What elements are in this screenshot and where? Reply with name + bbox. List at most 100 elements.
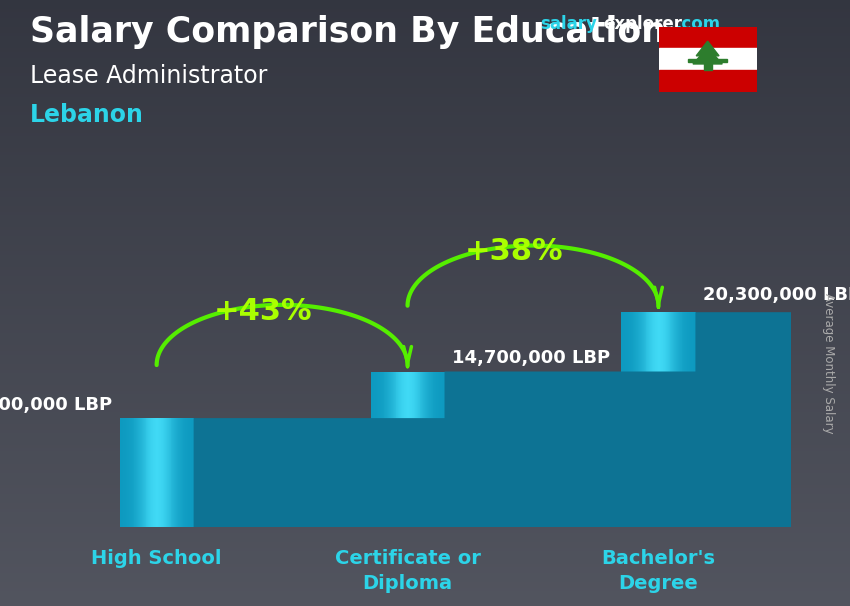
Bar (677, 312, 678, 527)
Bar (419, 371, 420, 527)
Bar (693, 312, 694, 527)
Bar (0, 273, 850, 276)
Bar (0, 442, 850, 445)
Bar (0, 506, 850, 509)
Bar (0, 509, 850, 512)
Bar (0, 603, 850, 606)
Bar (417, 371, 419, 527)
Bar (0, 433, 850, 436)
Bar (0, 403, 850, 406)
Bar (443, 371, 444, 527)
Bar (623, 312, 625, 527)
Bar (643, 312, 645, 527)
Bar (680, 312, 681, 527)
Bar (131, 418, 132, 527)
Bar (0, 45, 850, 48)
Bar (0, 539, 850, 542)
Bar (0, 503, 850, 506)
Bar (394, 371, 396, 527)
Bar (0, 361, 850, 364)
Bar (628, 312, 629, 527)
Bar (437, 371, 439, 527)
Bar (415, 371, 416, 527)
Bar (0, 164, 850, 167)
Bar (157, 418, 159, 527)
Bar (0, 82, 850, 85)
Bar (400, 371, 401, 527)
Bar (0, 561, 850, 564)
Bar (659, 312, 660, 527)
Bar (681, 312, 682, 527)
Bar (422, 371, 423, 527)
Bar (164, 418, 165, 527)
Bar (0, 212, 850, 215)
Bar (377, 371, 378, 527)
Bar (136, 418, 138, 527)
Bar (396, 371, 398, 527)
Bar (676, 312, 677, 527)
Bar (625, 312, 626, 527)
Bar (0, 239, 850, 242)
Bar (0, 61, 850, 64)
Bar (0, 594, 850, 597)
Bar (683, 312, 684, 527)
Bar (0, 391, 850, 394)
Bar (0, 197, 850, 200)
Bar (426, 371, 428, 527)
Bar (190, 418, 191, 527)
Bar (0, 476, 850, 479)
Bar (0, 294, 850, 297)
Bar (0, 91, 850, 94)
Bar (170, 418, 171, 527)
Bar (0, 209, 850, 212)
Bar (176, 418, 178, 527)
Bar (433, 371, 434, 527)
Bar (0, 542, 850, 545)
Bar (154, 418, 155, 527)
Bar (0, 73, 850, 76)
Bar (127, 418, 128, 527)
Bar (0, 236, 850, 239)
Bar (0, 558, 850, 561)
Bar (0, 367, 850, 370)
Bar (0, 167, 850, 170)
Bar (416, 371, 417, 527)
Bar (144, 418, 146, 527)
Polygon shape (693, 48, 722, 64)
Bar (692, 312, 693, 527)
Bar (0, 564, 850, 567)
Bar (124, 418, 126, 527)
Bar (654, 312, 655, 527)
Bar (0, 533, 850, 536)
Bar (133, 418, 134, 527)
Bar (659, 70, 756, 92)
Bar (0, 261, 850, 264)
Bar (0, 551, 850, 554)
Bar (0, 430, 850, 433)
Bar (666, 312, 667, 527)
Bar (672, 312, 673, 527)
Bar (0, 479, 850, 482)
Bar (0, 85, 850, 88)
Bar (0, 255, 850, 258)
Bar (0, 136, 850, 139)
Bar (0, 527, 850, 530)
Bar (382, 371, 383, 527)
Bar (621, 312, 623, 527)
Bar (624, 312, 626, 527)
Bar (160, 418, 161, 527)
Bar (0, 285, 850, 288)
Bar (0, 373, 850, 376)
Bar (0, 488, 850, 491)
Bar (0, 400, 850, 403)
Bar (145, 418, 147, 527)
Bar (420, 371, 421, 527)
Bar (629, 312, 630, 527)
Bar (640, 312, 641, 527)
Bar (414, 371, 415, 527)
Bar (162, 418, 163, 527)
Text: .com: .com (676, 15, 721, 33)
Bar (0, 518, 850, 521)
Bar (0, 306, 850, 309)
Bar (659, 27, 756, 48)
